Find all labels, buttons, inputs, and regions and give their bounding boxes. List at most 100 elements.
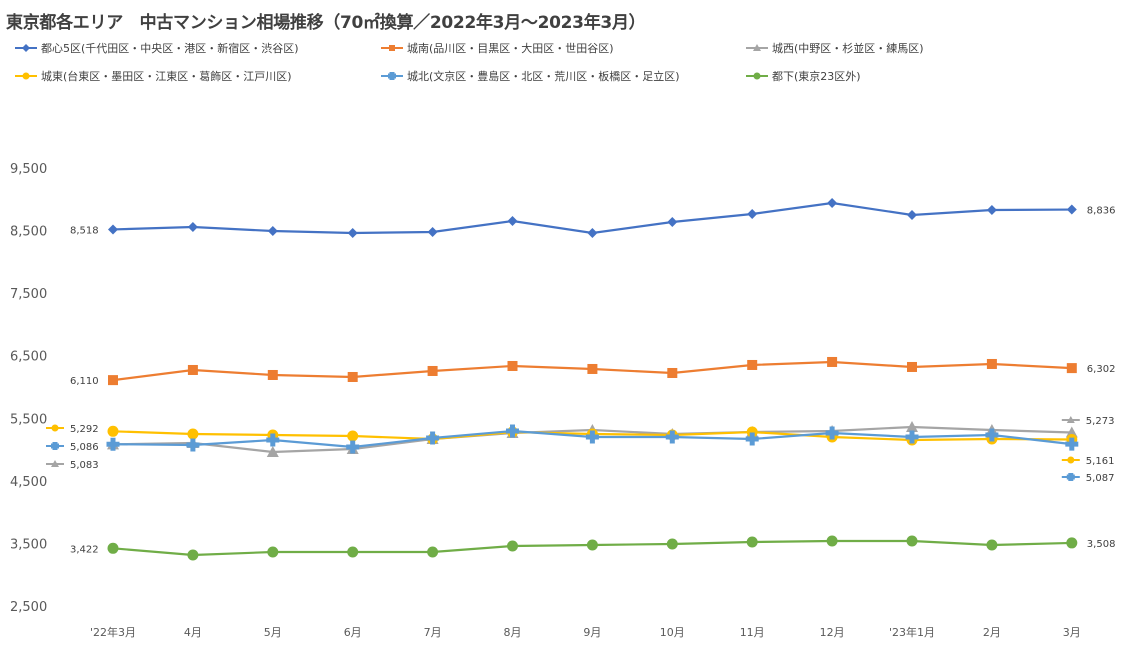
legend-label: 城南(品川区・目黒区・大田区・世田谷区) — [407, 42, 614, 55]
data-point — [347, 546, 359, 558]
data-label: 8,836 — [1087, 206, 1116, 217]
data-point — [1065, 426, 1078, 438]
data-point — [107, 542, 119, 554]
legend-item: 城南(品川区・目黒区・大田区・世田谷区) — [380, 40, 614, 56]
series-1: 6,110 6,302 — [70, 356, 1116, 387]
data-point — [747, 208, 758, 219]
data-point — [187, 222, 198, 233]
label-key-marker — [1066, 473, 1075, 481]
legend-marker — [22, 72, 30, 80]
data-point — [266, 446, 279, 458]
x-tick-label: 10月 — [660, 626, 685, 639]
legend-marker — [388, 72, 396, 80]
series-0: 8,518 8,836 — [70, 197, 1116, 239]
legend-label: 都心5区(千代田区・中央区・港区・新宿区・渋谷区) — [41, 42, 299, 55]
data-point — [267, 546, 279, 558]
data-label: 3,508 — [1087, 539, 1116, 550]
data-point — [347, 371, 358, 382]
data-point — [907, 361, 917, 372]
y-tick-label: 8,500 — [10, 225, 47, 240]
x-tick-label: 8月 — [504, 626, 522, 639]
x-tick-label: 12月 — [820, 626, 845, 639]
legend-item: 城西(中野区・杉並区・練馬区) — [745, 40, 924, 56]
data-point — [585, 430, 599, 444]
data-point — [1066, 537, 1078, 549]
data-label: 6,302 — [1087, 364, 1116, 375]
data-point — [667, 216, 678, 227]
data-label: 5,292 — [70, 424, 99, 435]
data-point — [346, 440, 360, 454]
data-point — [108, 224, 118, 235]
legend-item: 都心5区(千代田区・中央区・港区・新宿区・渋谷区) — [14, 40, 299, 56]
data-point — [746, 536, 758, 548]
legend-marker — [22, 44, 30, 52]
data-point — [266, 433, 280, 447]
x-tick-label: 4月 — [184, 626, 202, 639]
y-tick-label: 4,500 — [10, 475, 47, 490]
data-point — [267, 226, 278, 237]
data-point — [906, 535, 918, 547]
data-point — [427, 365, 438, 376]
data-point — [1066, 363, 1077, 374]
legend-marker — [389, 45, 395, 51]
data-point — [347, 228, 358, 239]
data-point — [666, 538, 678, 550]
chart-title: 東京都各エリア 中古マンション相場推移（70㎡換算／2022年3月～2023年3… — [6, 13, 646, 33]
data-point — [186, 438, 200, 452]
data-point — [587, 363, 598, 374]
data-point — [986, 358, 997, 369]
x-tick-label: 7月 — [424, 626, 442, 639]
data-label: 6,110 — [70, 376, 99, 387]
data-point — [267, 369, 278, 380]
label-key-marker — [51, 442, 59, 450]
legend-marker-icon — [15, 44, 37, 52]
data-point — [507, 360, 518, 371]
x-tick-label: 9月 — [583, 626, 601, 639]
legend-marker-icon — [381, 72, 403, 80]
data-point — [107, 425, 119, 437]
legend-item: 城東(台東区・墨田区・江東区・葛飾区・江戸川区) — [14, 68, 292, 84]
data-point — [427, 546, 439, 558]
data-point — [586, 539, 598, 551]
y-tick-label: 5,500 — [10, 412, 47, 427]
data-point — [827, 356, 838, 367]
series-5: 3,422 3,508 — [70, 535, 1116, 561]
y-tick-label: 3,500 — [10, 537, 47, 552]
data-label: 5,161 — [1086, 456, 1115, 467]
legend-marker — [753, 72, 761, 80]
label-key-marker — [1066, 416, 1075, 423]
legend-label: 城北(文京区・豊島区・北区・荒川区・板橋区・足立区) — [407, 70, 680, 83]
data-point — [507, 540, 518, 552]
x-tick-label: 3月 — [1063, 626, 1081, 639]
x-tick-label: 6月 — [344, 626, 362, 639]
label-key-marker — [51, 460, 59, 467]
data-label: 5,273 — [1086, 416, 1115, 427]
data-point — [746, 426, 758, 438]
data-point — [187, 428, 199, 440]
data-point — [347, 430, 359, 442]
x-tick-label: 11月 — [740, 626, 765, 639]
data-label: 5,083 — [70, 460, 99, 471]
data-point — [985, 428, 999, 442]
data-point — [745, 432, 759, 446]
y-tick-label: 7,500 — [10, 287, 47, 302]
data-point — [506, 424, 519, 438]
data-label: 5,086 — [70, 442, 99, 453]
data-label: 8,518 — [70, 225, 99, 236]
legend-marker — [753, 44, 761, 51]
data-point — [906, 420, 918, 432]
x-tick-label: '22年3月 — [90, 625, 136, 639]
data-label: 3,422 — [70, 544, 99, 555]
legend-marker-icon — [15, 72, 37, 80]
legend-item: 都下(東京23区外) — [745, 68, 861, 84]
data-point — [667, 367, 678, 378]
y-tick-label: 6,500 — [10, 350, 47, 365]
x-tick-label: 5月 — [264, 626, 282, 639]
data-point — [986, 539, 998, 551]
data-point — [187, 364, 198, 375]
data-point — [426, 431, 440, 445]
legend-label: 城西(中野区・杉並区・練馬区) — [772, 42, 924, 55]
data-point — [827, 197, 838, 208]
data-point — [106, 437, 120, 451]
